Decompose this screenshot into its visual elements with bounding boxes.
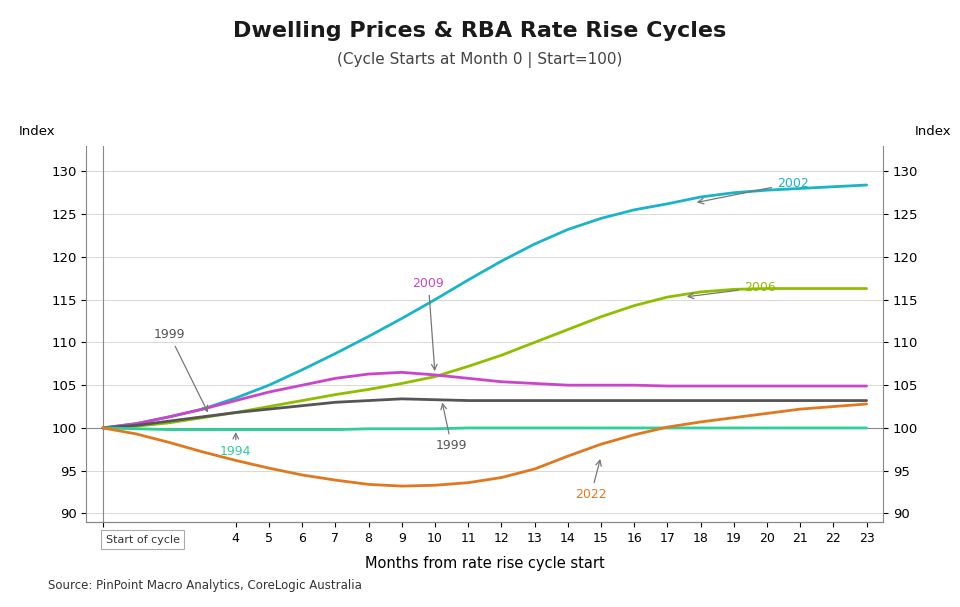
Text: 1999: 1999: [154, 328, 207, 412]
Text: Index: Index: [18, 125, 56, 138]
Text: 1999: 1999: [436, 404, 468, 452]
Text: Source: PinPoint Macro Analytics, CoreLogic Australia: Source: PinPoint Macro Analytics, CoreLo…: [48, 579, 362, 592]
Text: 2022: 2022: [575, 460, 607, 501]
Text: Index: Index: [914, 125, 951, 138]
Text: Dwelling Prices & RBA Rate Rise Cycles: Dwelling Prices & RBA Rate Rise Cycles: [233, 21, 727, 41]
Text: Start of cycle: Start of cycle: [106, 535, 180, 545]
Text: 2006: 2006: [688, 281, 776, 299]
Text: 1994: 1994: [220, 433, 252, 458]
X-axis label: Months from rate rise cycle start: Months from rate rise cycle start: [365, 556, 605, 571]
Text: (Cycle Starts at Month 0 | Start=100): (Cycle Starts at Month 0 | Start=100): [337, 52, 623, 67]
Text: 2002: 2002: [698, 177, 808, 204]
Text: 2009: 2009: [413, 277, 444, 370]
